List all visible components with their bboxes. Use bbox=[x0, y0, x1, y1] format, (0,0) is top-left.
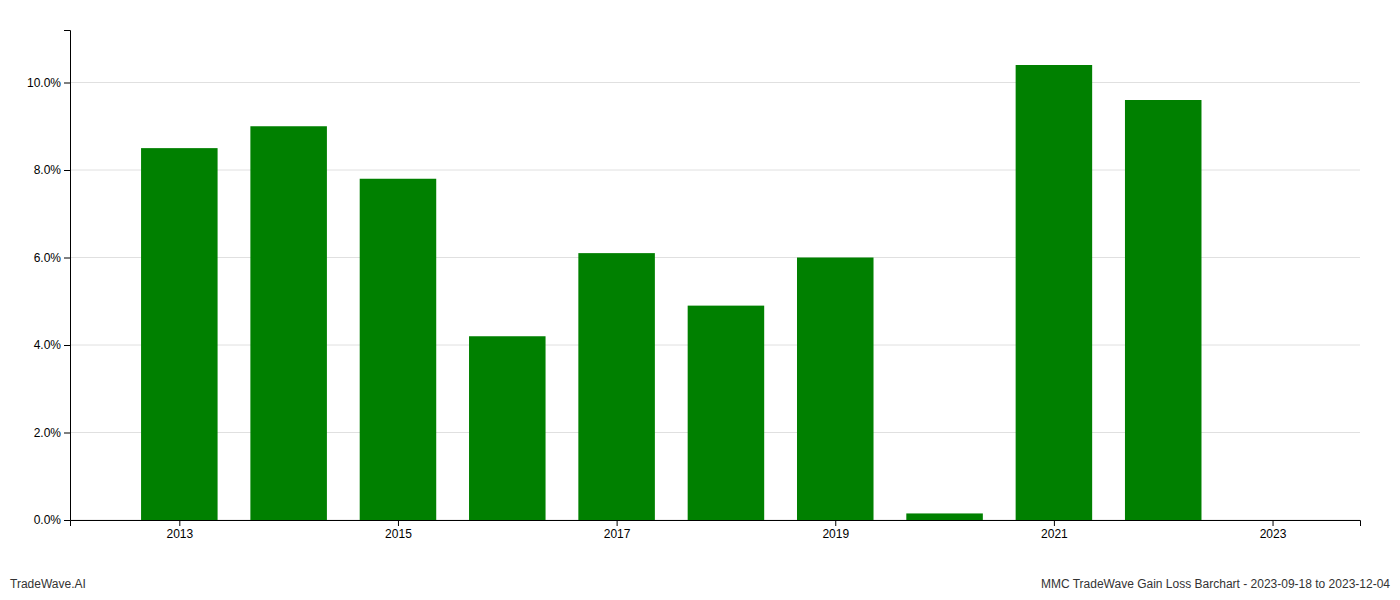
grid bbox=[70, 83, 1360, 521]
x-tick: 2023 bbox=[1260, 520, 1287, 541]
x-tick-mark bbox=[1273, 520, 1274, 526]
y-tick-label: 0.0% bbox=[34, 513, 62, 527]
y-tick: 10.0% bbox=[27, 76, 70, 90]
y-tick-label: 4.0% bbox=[34, 338, 62, 352]
y-tick-mark bbox=[64, 83, 70, 84]
x-tick-label: 2015 bbox=[385, 527, 412, 541]
x-axis-line bbox=[71, 521, 1361, 527]
x-tick-mark bbox=[1054, 520, 1055, 526]
x-tick-mark bbox=[617, 520, 618, 526]
grid-line bbox=[70, 82, 1360, 83]
x-tick-label: 2019 bbox=[822, 527, 849, 541]
bar bbox=[688, 306, 765, 520]
x-tick: 2017 bbox=[604, 520, 631, 541]
y-tick-mark bbox=[64, 433, 70, 434]
bar bbox=[1016, 65, 1093, 520]
y-tick-label: 10.0% bbox=[27, 76, 61, 90]
y-tick-mark bbox=[64, 345, 70, 346]
y-tick-label: 8.0% bbox=[34, 163, 62, 177]
y-axis: 0.0% 2.0% 4.0% 6.0% 8.0% 10.0% bbox=[27, 31, 71, 528]
annotation: MMC TradeWave Gain Loss Barchart - 2023-… bbox=[1041, 577, 1390, 591]
y-tick: 4.0% bbox=[34, 338, 70, 352]
x-tick: 2021 bbox=[1041, 520, 1068, 541]
y-tick: 6.0% bbox=[34, 251, 70, 265]
bar bbox=[141, 148, 218, 520]
chart: 2013 2015 2017 2019 2021 2023 0.0% 2.0% 4.0% 6.0%… bbox=[0, 0, 1400, 600]
bars bbox=[141, 65, 1201, 520]
bar bbox=[906, 513, 983, 520]
x-tick-mark bbox=[835, 520, 836, 526]
bar bbox=[360, 179, 437, 520]
bar bbox=[250, 126, 327, 520]
y-axis-line bbox=[64, 31, 71, 521]
bar bbox=[797, 258, 874, 521]
x-tick-mark bbox=[179, 520, 180, 526]
x-axis: 2013 2015 2017 2019 2021 2023 bbox=[71, 520, 1361, 541]
x-tick: 2019 bbox=[822, 520, 849, 541]
y-tick: 8.0% bbox=[34, 163, 70, 177]
x-tick-label: 2023 bbox=[1260, 527, 1287, 541]
x-tick-label: 2017 bbox=[604, 527, 631, 541]
x-tick-label: 2013 bbox=[166, 527, 193, 541]
bar bbox=[1125, 100, 1202, 520]
y-tick: 2.0% bbox=[34, 426, 70, 440]
x-tick-mark bbox=[398, 520, 399, 526]
x-tick: 2013 bbox=[166, 520, 193, 541]
y-tick: 0.0% bbox=[34, 513, 70, 527]
y-tick-mark bbox=[64, 170, 70, 171]
y-tick-mark bbox=[64, 258, 70, 259]
annotations: TradeWave.AI MMC TradeWave Gain Loss Barc… bbox=[10, 577, 1390, 591]
bar bbox=[578, 253, 655, 520]
y-tick-label: 6.0% bbox=[34, 251, 62, 265]
annotation: TradeWave.AI bbox=[10, 577, 86, 591]
x-tick-label: 2021 bbox=[1041, 527, 1068, 541]
y-tick-label: 2.0% bbox=[34, 426, 62, 440]
bar bbox=[469, 336, 546, 520]
x-tick: 2015 bbox=[385, 520, 412, 541]
y-tick-mark bbox=[64, 520, 70, 521]
